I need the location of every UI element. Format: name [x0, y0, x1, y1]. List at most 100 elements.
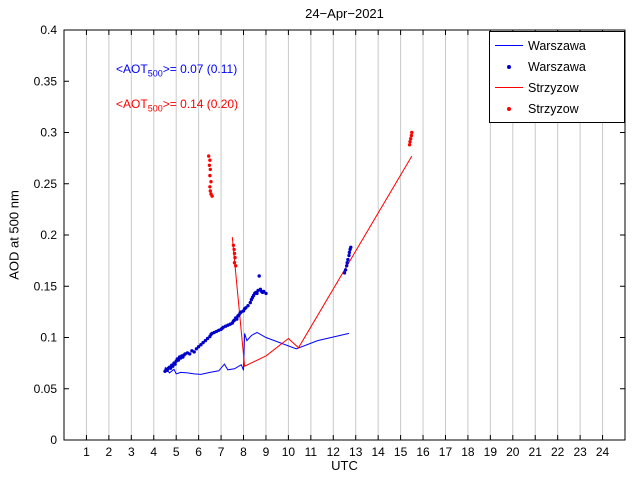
x-tick-label: 11	[305, 445, 318, 459]
legend-label: Strzyzow	[528, 101, 579, 116]
x-tick-label: 23	[573, 445, 587, 459]
series-point-strzyzow-scatter	[210, 194, 214, 198]
x-tick-label: 4	[150, 445, 157, 459]
series-point-strzyzow-scatter	[208, 167, 212, 172]
series-point-strzyzow-scatter	[409, 133, 414, 138]
series-point-warszawa-scatter	[194, 347, 199, 351]
x-tick-label: 2	[106, 445, 113, 459]
series-point-warszawa-scatter	[176, 358, 181, 362]
annotation-text: <AOT	[116, 97, 148, 111]
dot-sample	[507, 106, 511, 111]
series-point-strzyzow-scatter	[234, 264, 238, 268]
series-point-warszawa-scatter	[171, 364, 175, 368]
x-tick-label: 16	[416, 445, 430, 459]
legend-item-warszawa-line: Warszawa	[490, 35, 624, 56]
series-point-strzyzow-scatter	[232, 261, 237, 265]
series-point-strzyzow-scatter	[208, 158, 212, 162]
series-point-warszawa-scatter	[342, 271, 347, 275]
legend-line-marker-blue	[490, 45, 528, 46]
x-tick-label: 14	[371, 445, 385, 459]
x-tick-label: 20	[506, 445, 520, 459]
series-point-warszawa-scatter	[346, 257, 350, 262]
series-line-strzyzow-line	[231, 155, 413, 367]
annotation-text: >= 0.07 (0.11)	[162, 62, 238, 76]
series-point-strzyzow-scatter	[231, 243, 236, 247]
x-tick-label: 13	[349, 445, 363, 459]
series-point-warszawa-scatter	[248, 300, 252, 305]
x-tick-label: 22	[551, 445, 565, 459]
y-tick-label: 0.2	[40, 228, 57, 242]
x-tick-label: 24	[596, 445, 610, 459]
series-point-warszawa-scatter	[203, 338, 208, 343]
y-tick-label: 0.05	[34, 382, 58, 396]
annotation-subscript: 500	[147, 103, 163, 114]
series-point-warszawa-scatter	[173, 362, 177, 366]
series-point-warszawa-scatter	[196, 345, 201, 349]
series-point-warszawa-scatter	[168, 366, 173, 370]
series-point-warszawa-scatter	[343, 268, 348, 272]
series-point-strzyzow-scatter	[409, 137, 413, 141]
series-point-warszawa-scatter	[347, 253, 351, 258]
dot-sample	[507, 64, 511, 69]
x-tick-label: 5	[173, 445, 180, 459]
x-tick-label: 15	[394, 445, 408, 459]
x-tick-label: 19	[484, 445, 498, 459]
legend-dot-marker-red	[490, 106, 528, 111]
y-tick-label: 0.35	[34, 74, 58, 88]
y-tick-label: 0.1	[40, 331, 57, 345]
series-point-strzyzow-scatter	[208, 185, 212, 189]
y-tick-label: 0.25	[34, 177, 58, 191]
series-point-warszawa-scatter	[244, 306, 248, 310]
legend-label: Strzyzow	[528, 80, 579, 95]
annotation-text: >= 0.14 (0.20)	[162, 97, 239, 111]
annotation-strzyzow-mean: <AOT500>= 0.14 (0.20)	[116, 97, 238, 113]
series-point-strzyzow-scatter	[232, 251, 237, 256]
series-line-warszawa-line	[164, 331, 350, 375]
series-point-strzyzow-scatter	[410, 130, 414, 135]
legend: Warszawa Warszawa Strzyzow Strzyzow	[489, 31, 625, 123]
series-point-warszawa-scatter	[347, 250, 352, 255]
x-tick-label: 3	[128, 445, 135, 459]
series-point-warszawa-scatter	[246, 304, 250, 308]
series-point-warszawa-scatter	[262, 289, 266, 294]
series-point-warszawa-scatter	[188, 352, 192, 356]
x-tick-label: 8	[240, 445, 247, 459]
line-sample	[495, 45, 523, 46]
legend-item-warszawa-scatter: Warszawa	[490, 56, 624, 77]
series-point-strzyzow-scatter	[207, 154, 211, 158]
x-tick-label: 12	[327, 445, 341, 459]
y-tick-label: 0.3	[40, 126, 57, 140]
x-tick-label: 17	[439, 445, 453, 459]
series-point-strzyzow-scatter	[207, 163, 212, 167]
x-tick-label: 9	[263, 445, 270, 459]
y-axis-label: AOD at 500 nm	[6, 190, 22, 280]
series-point-warszawa-scatter	[345, 264, 349, 268]
legend-item-strzyzow-scatter: Strzyzow	[490, 98, 624, 119]
series-point-strzyzow-scatter	[208, 173, 212, 178]
series-point-warszawa-scatter	[205, 336, 210, 341]
legend-label: Warszawa	[528, 59, 586, 74]
series-point-warszawa-scatter	[255, 291, 259, 296]
chart-title: 24−Apr−2021	[305, 6, 384, 21]
annotation-subscript: 500	[147, 68, 163, 79]
line-sample	[495, 87, 523, 88]
series-point-strzyzow-scatter	[208, 189, 212, 193]
series-point-strzyzow-scatter	[232, 247, 236, 252]
series-point-strzyzow-scatter	[209, 180, 213, 184]
x-tick-label: 21	[529, 445, 543, 459]
legend-line-marker-red	[490, 87, 528, 88]
series-point-warszawa-scatter	[201, 340, 205, 345]
series-point-strzyzow-scatter	[407, 143, 412, 147]
y-tick-label: 0.15	[34, 279, 58, 293]
series-point-strzyzow-scatter	[408, 140, 412, 144]
x-tick-label: 6	[195, 445, 202, 459]
x-tick-label: 10	[282, 445, 296, 459]
legend-dot-marker-blue	[490, 64, 528, 69]
series-point-warszawa-scatter	[349, 245, 353, 249]
x-axis-label: UTC	[331, 458, 358, 473]
legend-item-strzyzow-line: Strzyzow	[490, 77, 624, 98]
series-point-strzyzow-scatter	[233, 255, 237, 260]
y-tick-label: 0	[50, 433, 57, 447]
